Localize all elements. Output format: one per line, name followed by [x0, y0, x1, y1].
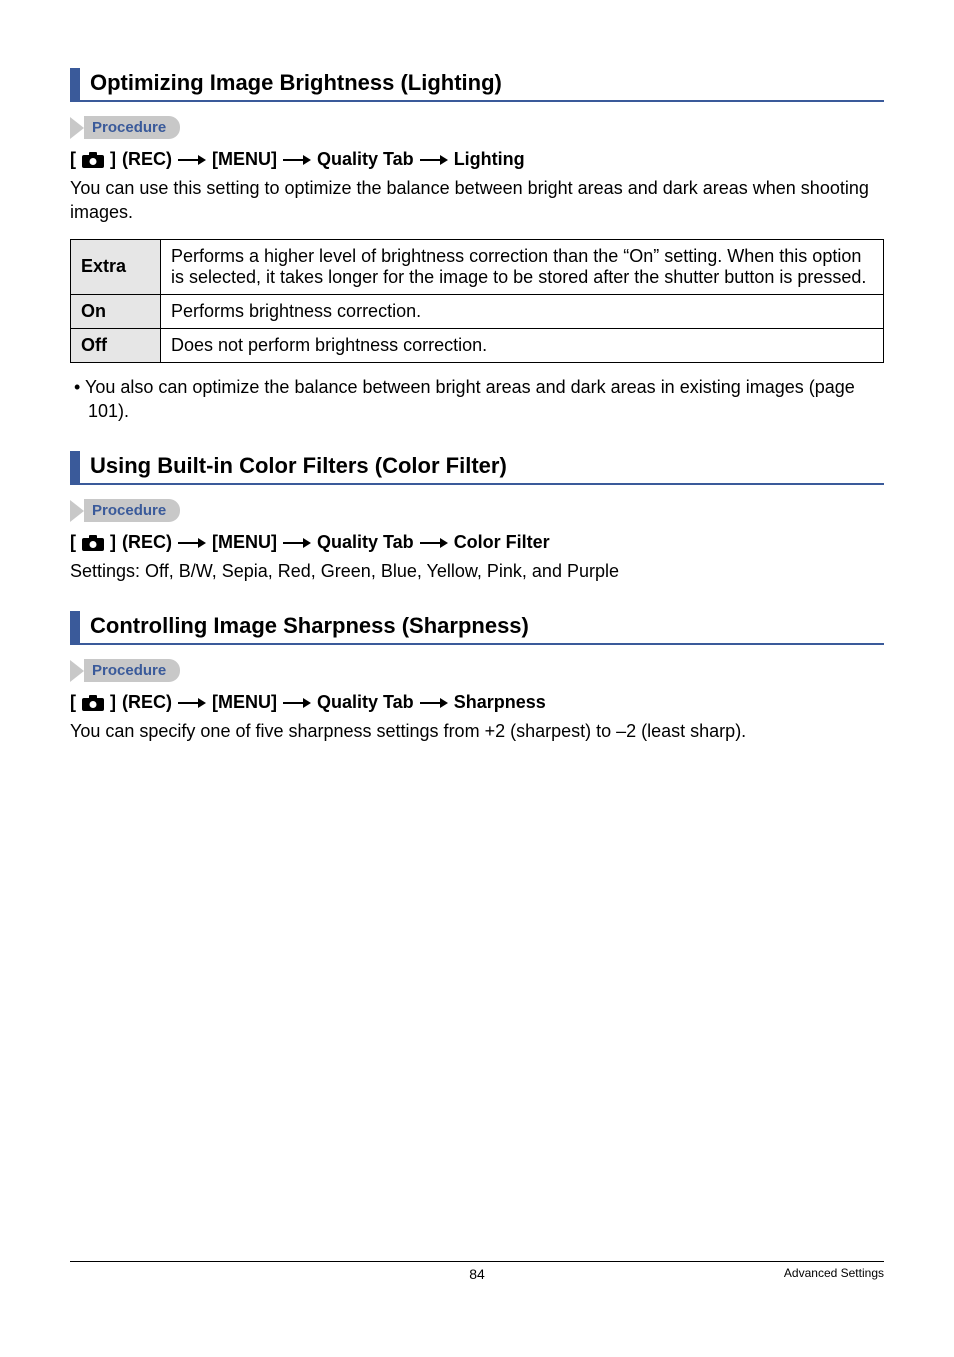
bullet-lighting: • You also can optimize the balance betw…: [70, 375, 884, 424]
table-row: On Performs brightness correction.: [71, 294, 884, 328]
camera-icon: [82, 695, 104, 711]
menu-path-colorfilter: [ ] (REC) [MENU] Quality Tab Color Filte…: [70, 532, 884, 553]
heading-bar: [70, 68, 80, 100]
procedure-label: Procedure: [84, 499, 180, 522]
bracket-close: ]: [110, 149, 116, 170]
path-rec: (REC): [122, 692, 172, 713]
arrow-right-icon: [283, 537, 311, 549]
table-val: Performs a higher level of brightness co…: [161, 239, 884, 294]
path-menu: [MENU]: [212, 149, 277, 170]
path-quality: Quality Tab: [317, 532, 414, 553]
table-row: Extra Performs a higher level of brightn…: [71, 239, 884, 294]
page-footer: 84 Advanced Settings: [70, 1261, 884, 1282]
path-target: Lighting: [454, 149, 525, 170]
arrow-right-icon: [178, 697, 206, 709]
page-number: 84: [469, 1266, 485, 1282]
table-key: Extra: [71, 239, 161, 294]
procedure-tag: Procedure: [70, 499, 884, 522]
page: Optimizing Image Brightness (Lighting) P…: [0, 0, 954, 1300]
body-colorfilter: Settings: Off, B/W, Sepia, Red, Green, B…: [70, 559, 884, 583]
arrow-right-icon: [420, 697, 448, 709]
heading-title: Using Built-in Color Filters (Color Filt…: [90, 451, 507, 483]
path-quality: Quality Tab: [317, 692, 414, 713]
bracket-open: [: [70, 692, 76, 713]
table-row: Off Does not perform brightness correcti…: [71, 328, 884, 362]
path-target: Sharpness: [454, 692, 546, 713]
path-menu: [MENU]: [212, 692, 277, 713]
procedure-label: Procedure: [84, 116, 180, 139]
heading-bar: [70, 611, 80, 643]
menu-path-sharpness: [ ] (REC) [MENU] Quality Tab Sharpness: [70, 692, 884, 713]
footer-section: Advanced Settings: [784, 1266, 884, 1280]
arrow-right-icon: [420, 154, 448, 166]
body-sharpness: You can specify one of five sharpness se…: [70, 719, 884, 743]
procedure-arrow-icon: [70, 500, 84, 522]
arrow-right-icon: [178, 537, 206, 549]
procedure-tag: Procedure: [70, 116, 884, 139]
arrow-right-icon: [420, 537, 448, 549]
table-val: Performs brightness correction.: [161, 294, 884, 328]
procedure-arrow-icon: [70, 660, 84, 682]
procedure-arrow-icon: [70, 117, 84, 139]
camera-icon: [82, 535, 104, 551]
heading-title: Optimizing Image Brightness (Lighting): [90, 68, 502, 100]
options-table-lighting: Extra Performs a higher level of brightn…: [70, 239, 884, 363]
menu-path-lighting: [ ] (REC) [MENU] Quality Tab Lighting: [70, 149, 884, 170]
camera-icon: [82, 152, 104, 168]
path-target: Color Filter: [454, 532, 550, 553]
path-rec: (REC): [122, 149, 172, 170]
arrow-right-icon: [283, 154, 311, 166]
bracket-close: ]: [110, 692, 116, 713]
path-quality: Quality Tab: [317, 149, 414, 170]
heading-colorfilter: Using Built-in Color Filters (Color Filt…: [70, 451, 884, 485]
bracket-open: [: [70, 149, 76, 170]
path-menu: [MENU]: [212, 532, 277, 553]
body-lighting: You can use this setting to optimize the…: [70, 176, 884, 225]
heading-sharpness: Controlling Image Sharpness (Sharpness): [70, 611, 884, 645]
table-val: Does not perform brightness correction.: [161, 328, 884, 362]
arrow-right-icon: [283, 697, 311, 709]
procedure-tag: Procedure: [70, 659, 884, 682]
bracket-close: ]: [110, 532, 116, 553]
bracket-open: [: [70, 532, 76, 553]
heading-lighting: Optimizing Image Brightness (Lighting): [70, 68, 884, 102]
heading-title: Controlling Image Sharpness (Sharpness): [90, 611, 529, 643]
table-key: On: [71, 294, 161, 328]
path-rec: (REC): [122, 532, 172, 553]
procedure-label: Procedure: [84, 659, 180, 682]
table-key: Off: [71, 328, 161, 362]
arrow-right-icon: [178, 154, 206, 166]
heading-bar: [70, 451, 80, 483]
